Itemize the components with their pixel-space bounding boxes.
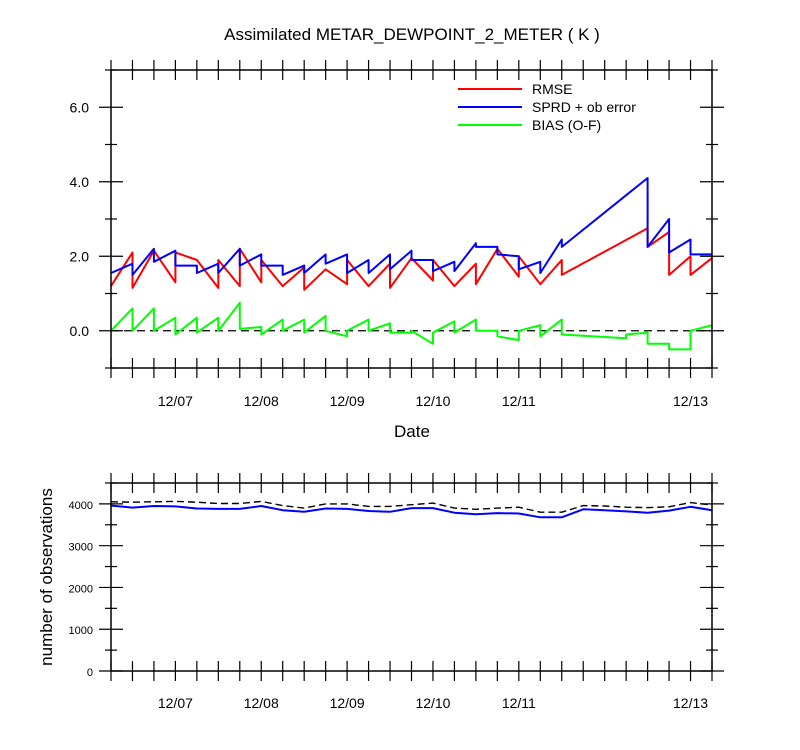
x-tick-label: 12/09	[330, 695, 365, 711]
x-tick-label: 12/08	[244, 393, 279, 409]
series-line-possible	[110, 500, 713, 513]
bottom-chart: 12/07 12/08 12/09 12/10 12/11 12/13 0 1000 2000 3…	[37, 473, 724, 711]
legend: RMSE SPRD + ob error BIAS (O-F)	[458, 81, 636, 133]
legend-label-bias-o-f: BIAS (O-F)	[532, 117, 601, 133]
x-tick-label: 12/10	[415, 393, 450, 409]
series-line-assimilated	[110, 504, 713, 519]
y-tick-label: 3000	[69, 542, 93, 554]
x-tick-label: 12/07	[158, 695, 193, 711]
y-tick-label: 2.0	[70, 248, 90, 264]
y-tick-label: 1000	[69, 625, 93, 637]
x-tick-label: 12/11	[502, 393, 536, 409]
y-axis-label: number of observations	[37, 488, 56, 666]
y-tick-label: 4.0	[70, 174, 90, 190]
y-tick-label: 4000	[69, 500, 93, 512]
x-tick-label: 12/10	[415, 695, 450, 711]
x-tick-label: 12/08	[244, 695, 279, 711]
legend-label-sprd-ob-error: SPRD + ob error	[532, 99, 636, 115]
x-tick-label: 12/07	[158, 393, 193, 409]
x-axis-label: Date	[394, 422, 430, 441]
x-tick-label: 12/11	[502, 695, 536, 711]
series-line-sprd-ob-error	[110, 177, 712, 276]
y-tick-label: 0.0	[70, 323, 90, 339]
legend-label-rmse: RMSE	[532, 81, 572, 97]
series-line-bias-o-f	[110, 301, 713, 351]
y-tick-label: 2000	[69, 583, 93, 595]
top-chart: Assimilated METAR_DEWPOINT_2_METER ( K )…	[70, 25, 724, 441]
x-tick-label: 12/13	[673, 695, 708, 711]
y-tick-label: 6.0	[70, 99, 90, 115]
x-tick-label: 12/13	[673, 393, 708, 409]
chart-title: Assimilated METAR_DEWPOINT_2_METER ( K )	[224, 25, 600, 44]
x-tick-label: 12/09	[330, 393, 365, 409]
y-tick-label: 0	[87, 667, 93, 679]
